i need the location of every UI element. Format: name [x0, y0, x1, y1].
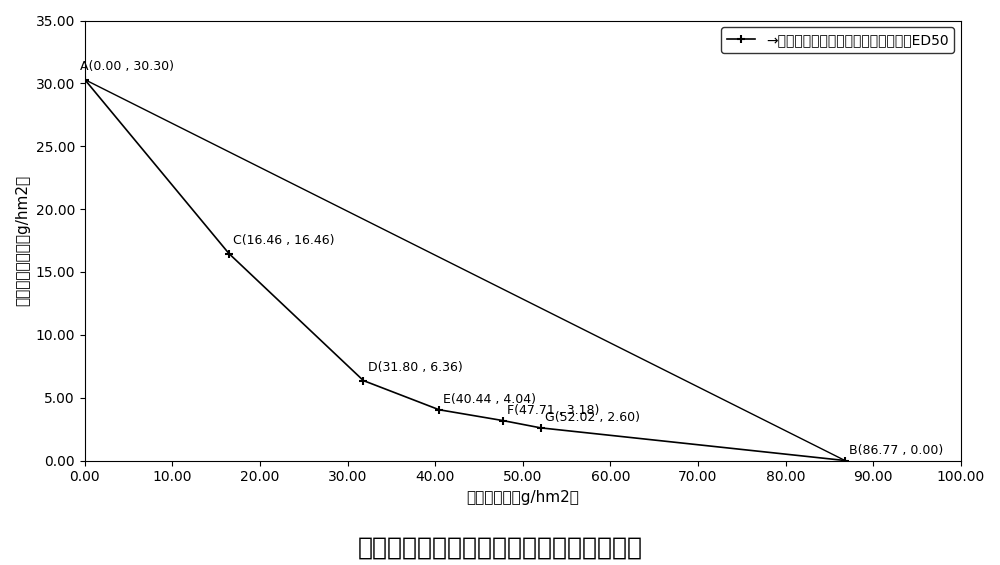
Text: C(16.46 , 16.46): C(16.46 , 16.46)	[233, 234, 335, 247]
Text: 丁啤隆与乙氧氟草醇混配对反枝苋等效线图: 丁啤隆与乙氧氟草醇混配对反枝苋等效线图	[358, 536, 642, 559]
Text: B(86.77 , 0.00): B(86.77 , 0.00)	[849, 444, 944, 457]
Text: E(40.44 , 4.04): E(40.44 , 4.04)	[443, 393, 536, 406]
→丁啤隆与乙氧氟草醇各种混配比例的ED50	[535, 424, 547, 431]
→丁啤隆与乙氧氟草醇各种混配比例的ED50	[223, 250, 235, 257]
Text: A(0.00 , 30.30): A(0.00 , 30.30)	[80, 60, 174, 73]
Text: F(47.71 , 3.18): F(47.71 , 3.18)	[507, 404, 600, 417]
→丁啤隆与乙氧氟草醇各种混配比例的ED50	[357, 377, 369, 384]
Text: G(52.02 , 2.60): G(52.02 , 2.60)	[545, 411, 640, 424]
→丁啤隆与乙氧氟草醇各种混配比例的ED50	[79, 76, 91, 83]
→丁啤隆与乙氧氟草醇各种混配比例的ED50	[433, 406, 445, 413]
Line: →丁啤隆与乙氧氟草醇各种混配比例的ED50: →丁啤隆与乙氧氟草醇各种混配比例的ED50	[81, 75, 849, 464]
Text: D(31.80 , 6.36): D(31.80 , 6.36)	[368, 361, 463, 374]
X-axis label: 丁啤隆剂量（g/hm2）: 丁啤隆剂量（g/hm2）	[466, 490, 579, 505]
→丁啤隆与乙氧氟草醇各种混配比例的ED50	[839, 457, 851, 464]
Y-axis label: 乙氧氟草醇剂量（g/hm2）: 乙氧氟草醇剂量（g/hm2）	[15, 175, 30, 306]
Legend: →丁啤隆与乙氧氟草醇各种混配比例的ED50: →丁啤隆与乙氧氟草醇各种混配比例的ED50	[721, 28, 954, 53]
→丁啤隆与乙氧氟草醇各种混配比例的ED50	[497, 417, 509, 424]
